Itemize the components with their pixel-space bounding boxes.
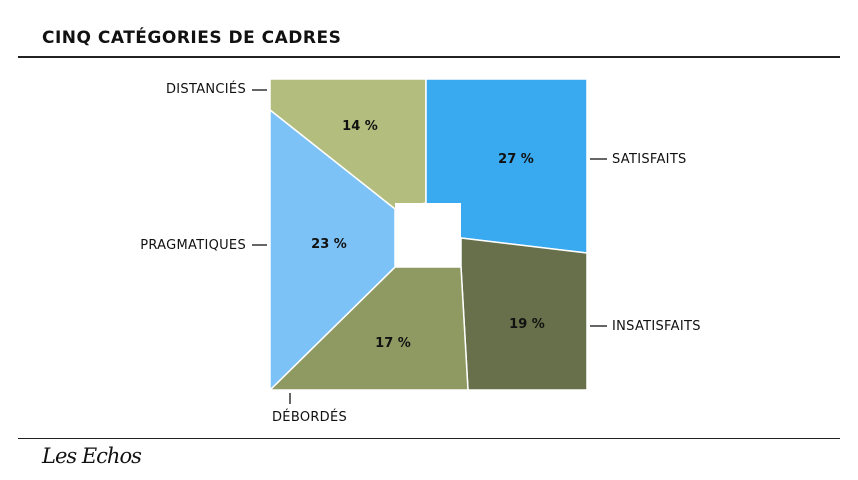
category-label-distancies: DISTANCIÉS [166, 81, 246, 97]
title-underline [18, 56, 840, 58]
slice-value-debordes: 17 % [375, 336, 411, 351]
category-label-satisfaits: SATISFAITS [612, 152, 687, 167]
category-label-debordes: DÉBORDÉS [272, 409, 347, 425]
les-echos-logo: Les Echos [42, 444, 142, 468]
center-hole [395, 203, 461, 267]
category-label-pragmatiques: PRAGMATIQUES [140, 238, 246, 253]
slice-value-distancies: 14 % [342, 119, 378, 134]
category-label-insatisfaits: INSATISFAITS [612, 319, 701, 334]
footer-rule [18, 438, 840, 439]
slice-value-insatisfaits: 19 % [509, 317, 545, 332]
slice-insatisfaits [460, 237, 588, 391]
chart-title: CINQ CATÉGORIES DE CADRES [42, 28, 342, 48]
slice-value-satisfaits: 27 % [498, 152, 534, 167]
slice-value-pragmatiques: 23 % [311, 237, 347, 252]
